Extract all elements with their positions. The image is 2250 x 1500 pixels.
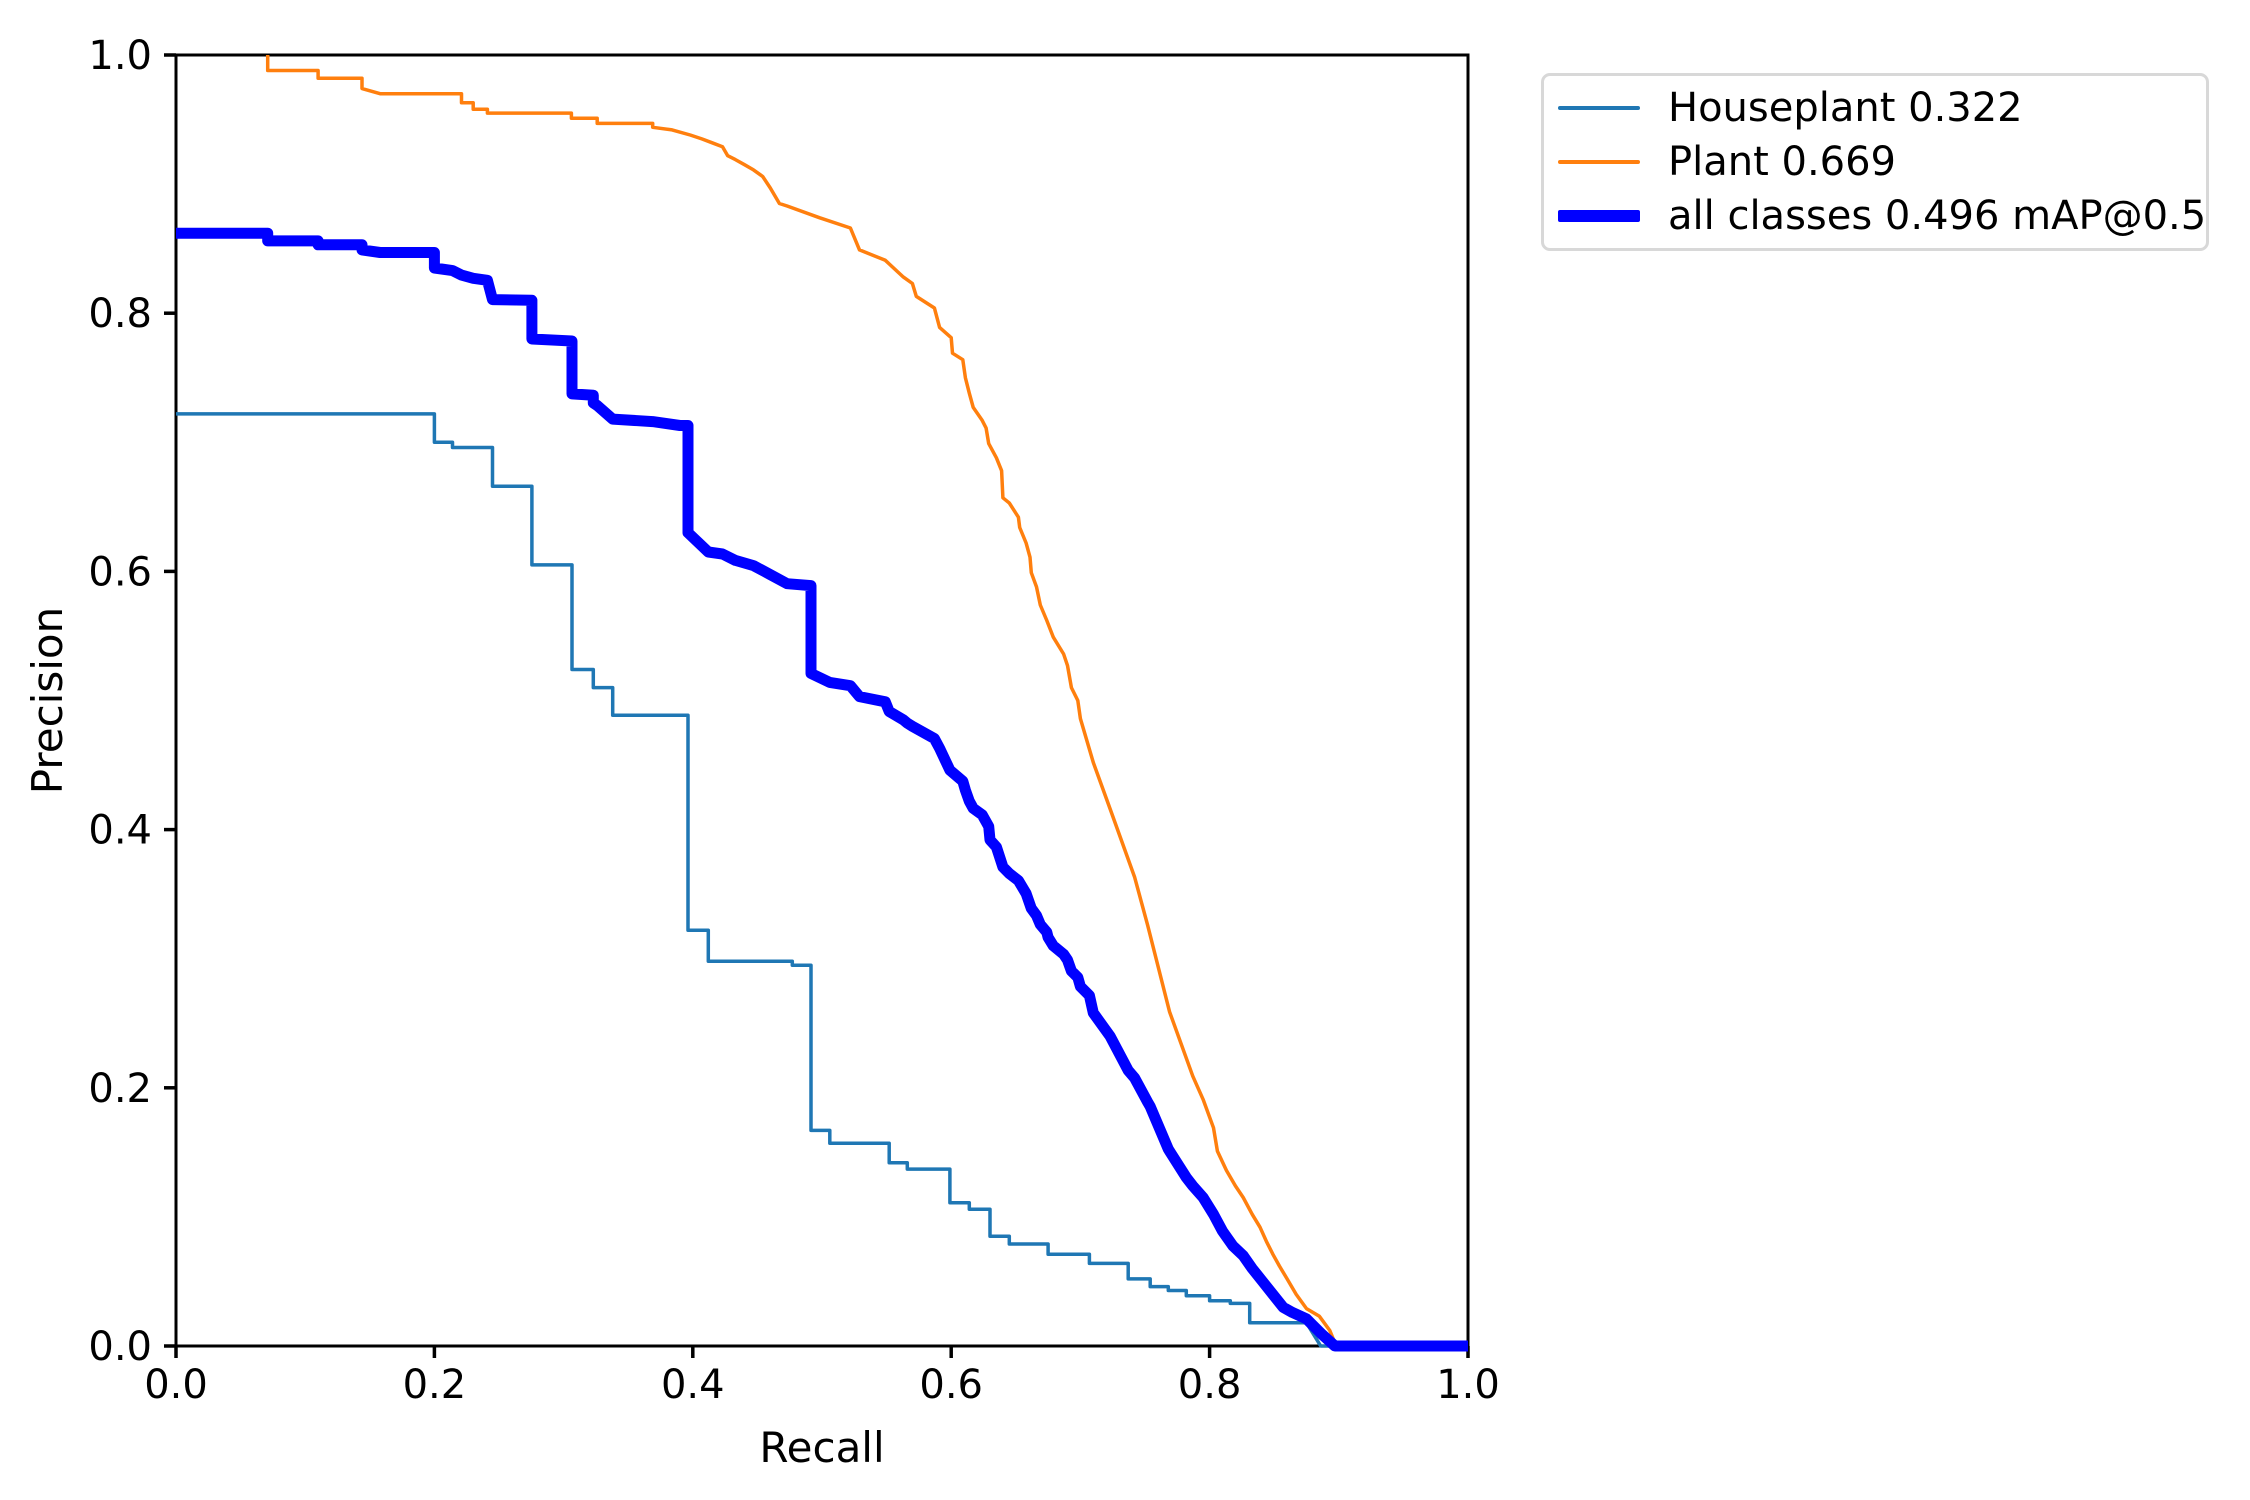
x-tick-label-0.4: 0.4	[661, 1362, 725, 1408]
houseplant-line-swatch	[1558, 105, 1640, 111]
plot-frame	[174, 53, 1470, 1348]
all-classes-line-swatch	[1558, 210, 1640, 222]
y-tick-label-0.2: 0.2	[88, 1066, 152, 1112]
y-axis-label: Precision	[23, 607, 72, 794]
x-tick-label-0.0: 0.0	[144, 1362, 208, 1408]
x-tick-label-0.8: 0.8	[1178, 1362, 1242, 1408]
houseplant-curve	[176, 412, 1468, 1348]
y-tick-label-1.0: 1.0	[88, 33, 152, 79]
all-classes-curve	[176, 227, 1468, 1352]
x-tick-label-1.0: 1.0	[1436, 1362, 1500, 1408]
x-tick-label-0.6: 0.6	[919, 1362, 983, 1408]
legend-item-houseplant: Houseplant 0.322	[1558, 82, 2206, 134]
plant-curve	[265, 55, 1468, 1348]
legend-label-houseplant: Houseplant 0.322	[1668, 85, 2023, 131]
y-tick-label-0.0: 0.0	[88, 1324, 152, 1370]
y-tick-label-0.4: 0.4	[88, 808, 152, 854]
x-tick-label-0.2: 0.2	[403, 1362, 467, 1408]
x-axis-label: Recall	[759, 1423, 884, 1472]
legend: Houseplant 0.322 Plant 0.669 all classes…	[1541, 73, 2209, 251]
y-tick-label-0.6: 0.6	[88, 549, 152, 595]
legend-label-plant: Plant 0.669	[1668, 139, 1897, 185]
plant-line-swatch	[1558, 159, 1640, 165]
legend-label-all-classes: all classes 0.496 mAP@0.5	[1668, 193, 2207, 239]
y-tick-label-0.8: 0.8	[88, 291, 152, 337]
legend-item-plant: Plant 0.669	[1558, 136, 2206, 188]
legend-item-all-classes: all classes 0.496 mAP@0.5	[1558, 190, 2206, 242]
